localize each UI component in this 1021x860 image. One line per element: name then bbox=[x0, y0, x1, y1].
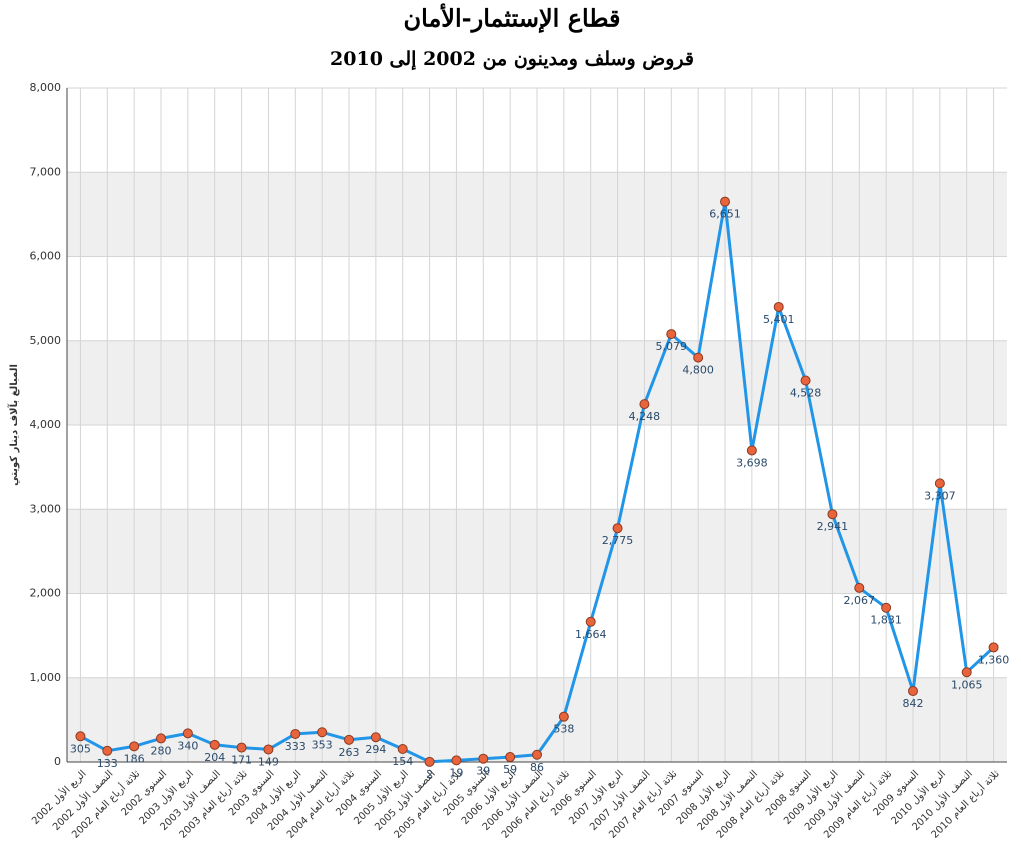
data-label: 353 bbox=[312, 738, 333, 751]
data-label: 86 bbox=[530, 761, 544, 774]
data-label: 154 bbox=[392, 755, 413, 768]
data-point bbox=[720, 196, 730, 207]
y-tick-label: 3,000 bbox=[30, 502, 62, 515]
data-label: 263 bbox=[339, 746, 360, 759]
data-label: 149 bbox=[258, 755, 279, 768]
data-point bbox=[505, 752, 516, 763]
data-label: 204 bbox=[204, 751, 225, 764]
data-point bbox=[451, 755, 462, 766]
data-label: 294 bbox=[365, 743, 386, 756]
data-point bbox=[397, 744, 408, 755]
chart-subtitle: قروض وسلف ومدينون من 2002 إلى 2010 bbox=[330, 48, 694, 71]
data-label: 5,079 bbox=[656, 340, 688, 353]
data-point bbox=[773, 301, 784, 312]
data-point bbox=[102, 745, 113, 756]
data-point bbox=[827, 509, 838, 520]
data-label: 186 bbox=[124, 752, 145, 765]
data-label: 1,831 bbox=[870, 614, 902, 627]
data-point bbox=[344, 734, 354, 745]
data-point bbox=[934, 478, 945, 489]
data-point bbox=[75, 731, 86, 742]
data-label: 39 bbox=[476, 765, 490, 778]
data-label: 19 bbox=[449, 766, 463, 779]
data-label: 2 bbox=[426, 768, 433, 781]
data-point bbox=[988, 642, 999, 653]
data-label: 2,941 bbox=[817, 520, 849, 533]
data-label: 280 bbox=[151, 744, 172, 757]
data-point bbox=[666, 329, 677, 340]
data-point bbox=[961, 667, 972, 678]
y-tick-label: 4,000 bbox=[30, 418, 62, 431]
data-label: 59 bbox=[503, 763, 517, 776]
data-label: 2,067 bbox=[844, 594, 876, 607]
data-label: 1,065 bbox=[951, 678, 983, 691]
y-tick-label: 6,000 bbox=[30, 250, 62, 263]
data-label: 5,401 bbox=[763, 313, 795, 326]
data-label: 340 bbox=[177, 739, 198, 752]
data-label: 1,664 bbox=[575, 628, 607, 641]
data-label: 1,360 bbox=[978, 653, 1010, 666]
data-label: 133 bbox=[97, 757, 118, 770]
data-point bbox=[129, 741, 140, 752]
data-point bbox=[156, 733, 166, 744]
data-point bbox=[881, 602, 892, 613]
y-axis-label: المبالغ بآلاف دينار كويتي bbox=[7, 364, 20, 486]
data-point bbox=[209, 739, 220, 750]
data-point bbox=[558, 711, 569, 722]
data-label: 842 bbox=[903, 697, 924, 710]
data-label: 4,528 bbox=[790, 387, 822, 400]
data-point bbox=[424, 756, 435, 767]
data-label: 3,307 bbox=[924, 489, 956, 502]
data-point bbox=[612, 523, 623, 534]
data-point bbox=[236, 742, 247, 753]
data-point bbox=[290, 728, 301, 739]
data-point bbox=[854, 582, 865, 593]
y-tick-label: 2,000 bbox=[30, 587, 62, 600]
data-label: 3,698 bbox=[736, 456, 768, 469]
y-tick-label: 1,000 bbox=[30, 671, 62, 684]
data-point bbox=[532, 749, 542, 760]
data-point bbox=[317, 727, 328, 738]
y-tick-label: 0 bbox=[54, 755, 61, 768]
data-point bbox=[263, 744, 274, 755]
data-label: 538 bbox=[553, 723, 574, 736]
data-point bbox=[693, 352, 704, 363]
data-label: 4,800 bbox=[682, 364, 714, 377]
data-point bbox=[800, 375, 811, 386]
data-label: 171 bbox=[231, 754, 252, 767]
data-point bbox=[746, 445, 757, 456]
y-tick-label: 8,000 bbox=[30, 81, 62, 94]
chart-title: قطاع الإستثمار-الأمان bbox=[404, 2, 621, 34]
data-label: 6,651 bbox=[709, 208, 741, 221]
y-tick-label: 7,000 bbox=[30, 165, 62, 178]
data-point bbox=[585, 616, 596, 627]
y-tick-label: 5,000 bbox=[30, 334, 62, 347]
data-point bbox=[182, 728, 193, 739]
data-point bbox=[478, 753, 489, 764]
data-label: 333 bbox=[285, 740, 306, 753]
data-point bbox=[370, 732, 381, 743]
data-label: 305 bbox=[70, 742, 91, 755]
data-point bbox=[639, 399, 650, 410]
data-label: 2,775 bbox=[602, 534, 634, 547]
data-label: 4,248 bbox=[629, 410, 661, 423]
data-point bbox=[908, 686, 918, 697]
